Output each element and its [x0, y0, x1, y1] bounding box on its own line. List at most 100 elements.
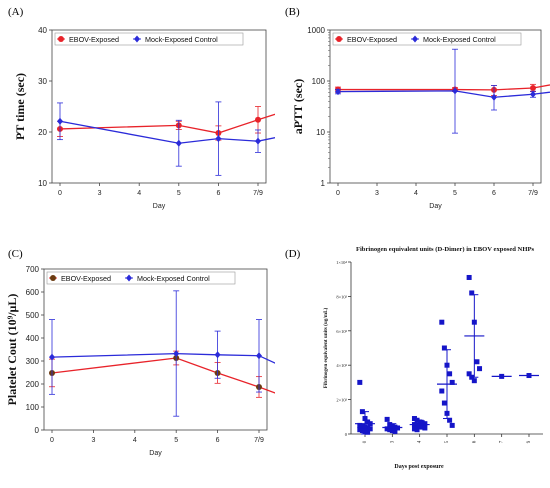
y-tick-label: 1000: [307, 26, 325, 35]
legend-box: [46, 271, 236, 285]
x-tick-label: 0: [336, 190, 340, 197]
series-line: [338, 84, 550, 91]
group-day-9: [519, 373, 539, 379]
data-point: [414, 427, 420, 433]
y-tick-label: 100: [26, 403, 40, 412]
data-point: [359, 423, 365, 429]
x-axis-label: Day: [149, 450, 162, 457]
panel-label-a: (A): [8, 6, 24, 18]
y-tick-label: 100: [312, 77, 326, 86]
legend-label: EBOV-Exposed: [347, 35, 397, 44]
y-tick-label: 2×10³: [336, 398, 347, 403]
data-point: [387, 427, 393, 433]
data-point: [422, 421, 428, 427]
data-point: [447, 371, 453, 377]
legend-box: [54, 32, 244, 46]
data-point: [422, 425, 428, 431]
series-line: [59, 52, 338, 134]
data-point: [387, 422, 393, 428]
x-tick-label: 3: [98, 190, 102, 197]
x-axis-label: Day: [429, 203, 442, 210]
chart-ddimer: Fibrinogen equivalent units (D-Dimer) in…: [322, 246, 543, 470]
data-point: [365, 419, 371, 425]
legend-label: EBOV-Exposed: [69, 35, 119, 44]
data-point: [365, 429, 371, 435]
x-tick-label: 5: [177, 190, 181, 197]
x-tick-label: 3: [91, 437, 95, 444]
x-tick-label: 4: [414, 190, 418, 197]
y-axis-label: aPTT (sec): [291, 79, 305, 134]
legend-marker: [336, 36, 342, 42]
y-tick-label: 4×10³: [336, 363, 347, 368]
series-1: [335, 48, 550, 134]
y-tick-label: 500: [26, 311, 40, 320]
data-point: [491, 93, 497, 101]
y-tick-label: 10: [316, 128, 325, 137]
legend-marker: [50, 275, 56, 281]
group-day-6: [464, 274, 485, 384]
x-tick-label: 6: [472, 440, 477, 443]
data-point: [449, 422, 455, 428]
group-day-4: [409, 416, 430, 433]
x-tick-label: 6: [492, 190, 496, 197]
panel-label-d: (D): [285, 248, 301, 260]
group-day-3: [382, 416, 403, 434]
data-point: [175, 139, 182, 147]
plot-frame: [51, 29, 267, 184]
data-point: [530, 90, 536, 98]
panel-b: (B) 1 10 100 1000 0 3 4 5 6 7/9 Day aPTT (sec) EBOV-…: [275, 0, 550, 215]
chart-platelet-count: 0 100 200 300 400 500 600 700 0 3 4 5 6 7/9 Day Platele…: [5, 265, 345, 457]
legend: EBOV-Exposed Mock-Exposed Control: [54, 32, 244, 46]
x-axis-label: Day: [153, 203, 166, 210]
data-point: [466, 274, 472, 280]
series-line: [51, 357, 343, 417]
x-tick-label: 6: [216, 437, 220, 444]
y-tick-label: 40: [38, 26, 47, 35]
y-tick-label: 300: [26, 357, 40, 366]
data-point: [335, 88, 341, 96]
data-point: [384, 416, 390, 422]
group-day-5: [437, 319, 457, 428]
data-point: [477, 366, 483, 372]
x-tick-label: 3: [390, 440, 395, 443]
data-point: [215, 135, 222, 143]
data-point: [447, 417, 453, 423]
y-tick-label: 8×10³: [336, 294, 347, 299]
x-tick-label: 4: [133, 437, 137, 444]
data-point: [255, 116, 261, 123]
data-point: [452, 87, 458, 95]
x-tick-label: 4: [418, 440, 423, 443]
data-point: [530, 84, 536, 91]
plot-frame: [43, 268, 268, 431]
data-point: [469, 290, 475, 296]
x-tick-label: 7/9: [253, 190, 263, 197]
legend-label: Mock-Exposed Control: [137, 274, 210, 283]
data-point: [414, 422, 420, 428]
x-tick-label: 0: [363, 440, 368, 443]
data-point: [365, 425, 371, 431]
data-point: [419, 424, 425, 430]
y-axis-label: Platelet Cout (10⁹/µL): [5, 294, 19, 406]
chart-title: Fibrinogen equivalent units (D-Dimer) in…: [356, 246, 535, 253]
panel-label-c: (C): [8, 248, 23, 260]
y-axis-label: PT time (sec): [13, 73, 27, 140]
legend-marker: [58, 36, 64, 42]
legend-label: EBOV-Exposed: [61, 274, 111, 283]
series-line: [337, 90, 550, 98]
data-point: [441, 400, 447, 406]
plot-frame: [329, 29, 542, 184]
data-point: [214, 351, 221, 359]
data-point: [357, 427, 363, 433]
x-tick-label: 7/9: [528, 190, 538, 197]
legend: EBOV-Exposed Mock-Exposed Control: [46, 271, 236, 285]
x-tick-label: 5: [453, 190, 457, 197]
y-tick-label: 10: [38, 179, 47, 188]
data-point: [367, 426, 373, 432]
data-point: [384, 426, 390, 432]
y-tick-label: 0: [35, 426, 40, 435]
series-line: [51, 352, 301, 376]
series-1: [57, 101, 301, 176]
data-point: [411, 416, 417, 422]
y-tick-label: 20: [38, 128, 47, 137]
x-tick-label: 5: [445, 440, 450, 443]
